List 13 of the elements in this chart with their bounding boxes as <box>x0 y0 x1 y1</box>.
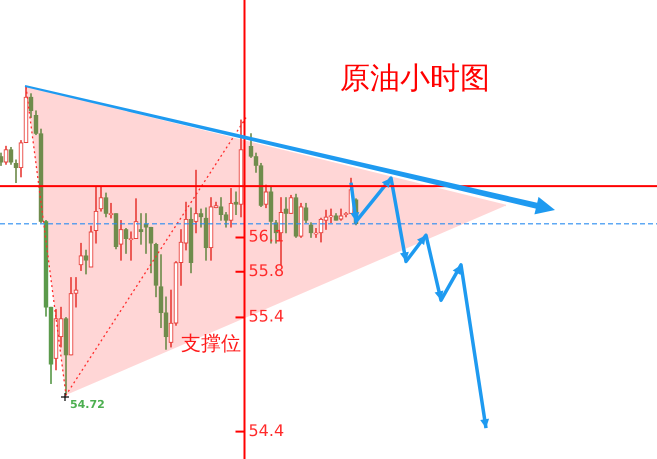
y-tick-label: 55.4 <box>248 306 284 326</box>
candlestick <box>284 197 288 234</box>
annotation: 支撑位 <box>181 331 241 356</box>
candlestick <box>74 277 78 308</box>
candlestick <box>314 228 318 238</box>
candlestick <box>14 160 18 184</box>
candlestick <box>84 250 88 274</box>
candlestick <box>194 170 198 234</box>
text: 原油小时图 <box>340 61 490 96</box>
annotation: 54.72 <box>70 398 105 411</box>
y-tick-label: 54.4 <box>248 420 284 440</box>
y-tick-label: 55.8 <box>248 260 284 280</box>
candlestick <box>138 213 144 245</box>
